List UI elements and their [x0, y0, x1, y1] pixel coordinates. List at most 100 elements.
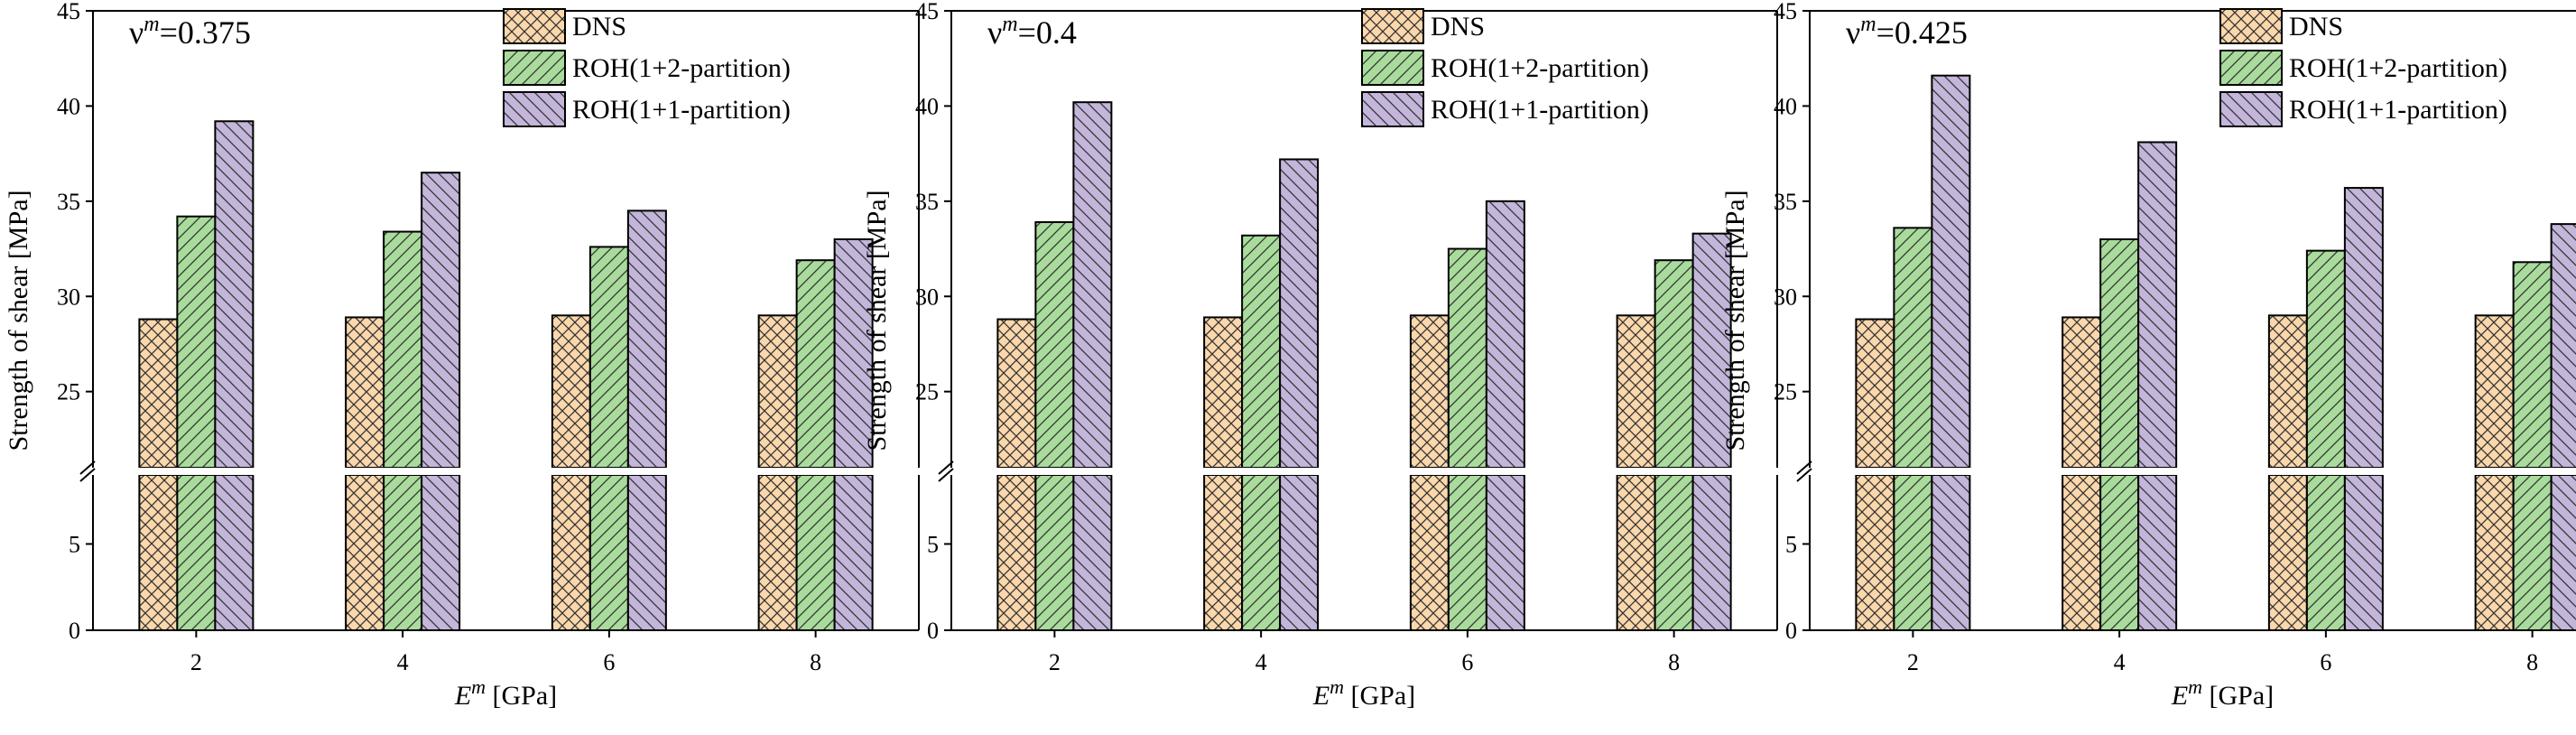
y-tick-label: 25: [1774, 379, 1797, 405]
bar-1-2: [1855, 318, 1895, 469]
x-tick-label: 4: [397, 649, 409, 675]
bar-1-8-lower: [1616, 474, 1656, 631]
x-axis-label: Em [GPa]: [2171, 675, 2274, 711]
bar-2-6: [1447, 247, 1487, 469]
y-tick-label: 30: [915, 284, 939, 310]
y-tick-label: 40: [1774, 93, 1797, 119]
bar-2-8-lower: [795, 474, 836, 631]
axis-break-gap: [82, 468, 930, 475]
bar-2-2-lower: [176, 474, 217, 631]
bar-1-6-lower: [1409, 474, 1450, 631]
bar-3-6: [626, 209, 667, 469]
bar-2-2: [176, 215, 217, 469]
x-tick-label: 2: [1907, 649, 1919, 675]
bar-1-6: [551, 314, 591, 470]
y-axis-label: Strength of shear [MPa]: [4, 190, 33, 451]
bar-1-8: [757, 314, 798, 470]
chart-panel-3: 2 4 6 8 0 5 25 30 35 40 45 Strength of shear [MPa] E…: [1720, 0, 2576, 711]
bar-3-2-lower: [1072, 474, 1113, 631]
legend-label-2: ROH(1+2-partition): [1431, 53, 1649, 83]
legend-label-3: ROH(1+1-partition): [572, 95, 791, 125]
bar-3-6: [2343, 187, 2384, 469]
bar-1-8: [2474, 314, 2515, 470]
legend-label-1: DNS: [572, 12, 626, 42]
bar-1-4: [345, 316, 385, 470]
bar-3-6-lower: [2343, 474, 2384, 631]
bar-3-4: [421, 172, 461, 469]
bar-2-6-lower: [588, 474, 629, 631]
axis-break-mark-upper: [938, 461, 954, 475]
bar-3-4-lower: [421, 474, 461, 631]
bar-2-4: [2099, 238, 2140, 469]
y-tick-label: 35: [57, 189, 80, 215]
bar-1-2-lower: [138, 474, 179, 631]
legend-swatch-2: [1361, 50, 1424, 86]
bar-2-8-lower: [2512, 474, 2553, 631]
x-tick-label: 4: [2114, 649, 2126, 675]
bar-3-8-lower: [1691, 474, 1732, 631]
legend-swatch-1: [503, 8, 566, 44]
axis-break-mark-lower: [1796, 468, 1812, 482]
bar-1-2: [138, 318, 179, 469]
bar-2-8: [795, 259, 836, 470]
y-tick-label: 5: [927, 531, 939, 557]
bar-3-4: [2137, 141, 2178, 469]
bar-1-8-lower: [2474, 474, 2515, 631]
x-tick-label: 2: [190, 649, 202, 675]
y-tick-label: 35: [1774, 189, 1797, 215]
bar-3-4-lower: [1279, 474, 1320, 631]
bar-1-2: [996, 318, 1037, 469]
bar-1-6: [2267, 314, 2308, 470]
axis-break-mark-lower: [79, 468, 96, 482]
bar-2-8: [2512, 261, 2553, 469]
x-tick-label: 6: [603, 649, 615, 675]
y-tick-label: 25: [915, 379, 939, 405]
legend-label-3: ROH(1+1-partition): [2289, 95, 2507, 125]
bar-3-4-lower: [2137, 474, 2178, 631]
legend-swatch-1: [2219, 8, 2283, 44]
legend-label-1: DNS: [2289, 12, 2343, 42]
bar-1-4: [2062, 316, 2102, 470]
y-tick-label: 0: [927, 618, 939, 644]
bar-3-2: [1072, 101, 1113, 469]
legend-label-2: ROH(1+2-partition): [2289, 53, 2507, 83]
bar-1-4-lower: [2062, 474, 2102, 631]
y-tick-label: 30: [57, 284, 80, 310]
legend-swatch-3: [2219, 91, 2283, 127]
axis-break-mark-upper: [1796, 461, 1812, 475]
y-tick-label: 45: [915, 0, 939, 24]
bar-1-2-lower: [1855, 474, 1895, 631]
bar-2-4: [383, 230, 423, 469]
x-tick-label: 8: [810, 649, 821, 675]
bar-3-2-lower: [214, 474, 255, 631]
bar-1-6-lower: [2267, 474, 2308, 631]
bar-3-6-lower: [1485, 474, 1525, 631]
axis-break-gap: [941, 468, 1788, 475]
bar-3-6-lower: [626, 474, 667, 631]
bar-2-8: [1654, 259, 1694, 470]
y-tick-label: 5: [69, 531, 80, 557]
y-tick-label: 40: [915, 93, 939, 119]
bar-2-4-lower: [1241, 474, 1282, 631]
y-tick-label: 35: [915, 189, 939, 215]
bar-2-2-lower: [1034, 474, 1075, 631]
bar-2-2-lower: [1893, 474, 1933, 631]
y-tick-label: 0: [1785, 618, 1797, 644]
bar-1-8: [1616, 314, 1656, 470]
chart-panel-1: 2 4 6 8 0 5 25 30 35 40 45 Strength of shear [MPa] E…: [4, 0, 930, 711]
bar-2-4: [1241, 234, 1282, 469]
bar-2-4-lower: [383, 474, 423, 631]
axis-break-mark-upper: [79, 461, 96, 475]
legend-swatch-1: [1361, 8, 1424, 44]
axis-break-gap: [1799, 468, 2576, 475]
bar-3-8-lower: [833, 474, 874, 631]
bar-3-2: [1931, 74, 1971, 470]
bar-1-6: [1409, 314, 1450, 470]
legend-swatch-3: [503, 91, 566, 127]
legend-swatch-2: [2219, 50, 2283, 86]
bar-2-6: [2305, 249, 2346, 469]
bar-3-4: [1279, 158, 1320, 469]
chart-panel-2: 2 4 6 8 0 5 25 30 35 40 45 Strength of shear [MPa] E…: [862, 0, 1788, 711]
bar-1-4-lower: [345, 474, 385, 631]
